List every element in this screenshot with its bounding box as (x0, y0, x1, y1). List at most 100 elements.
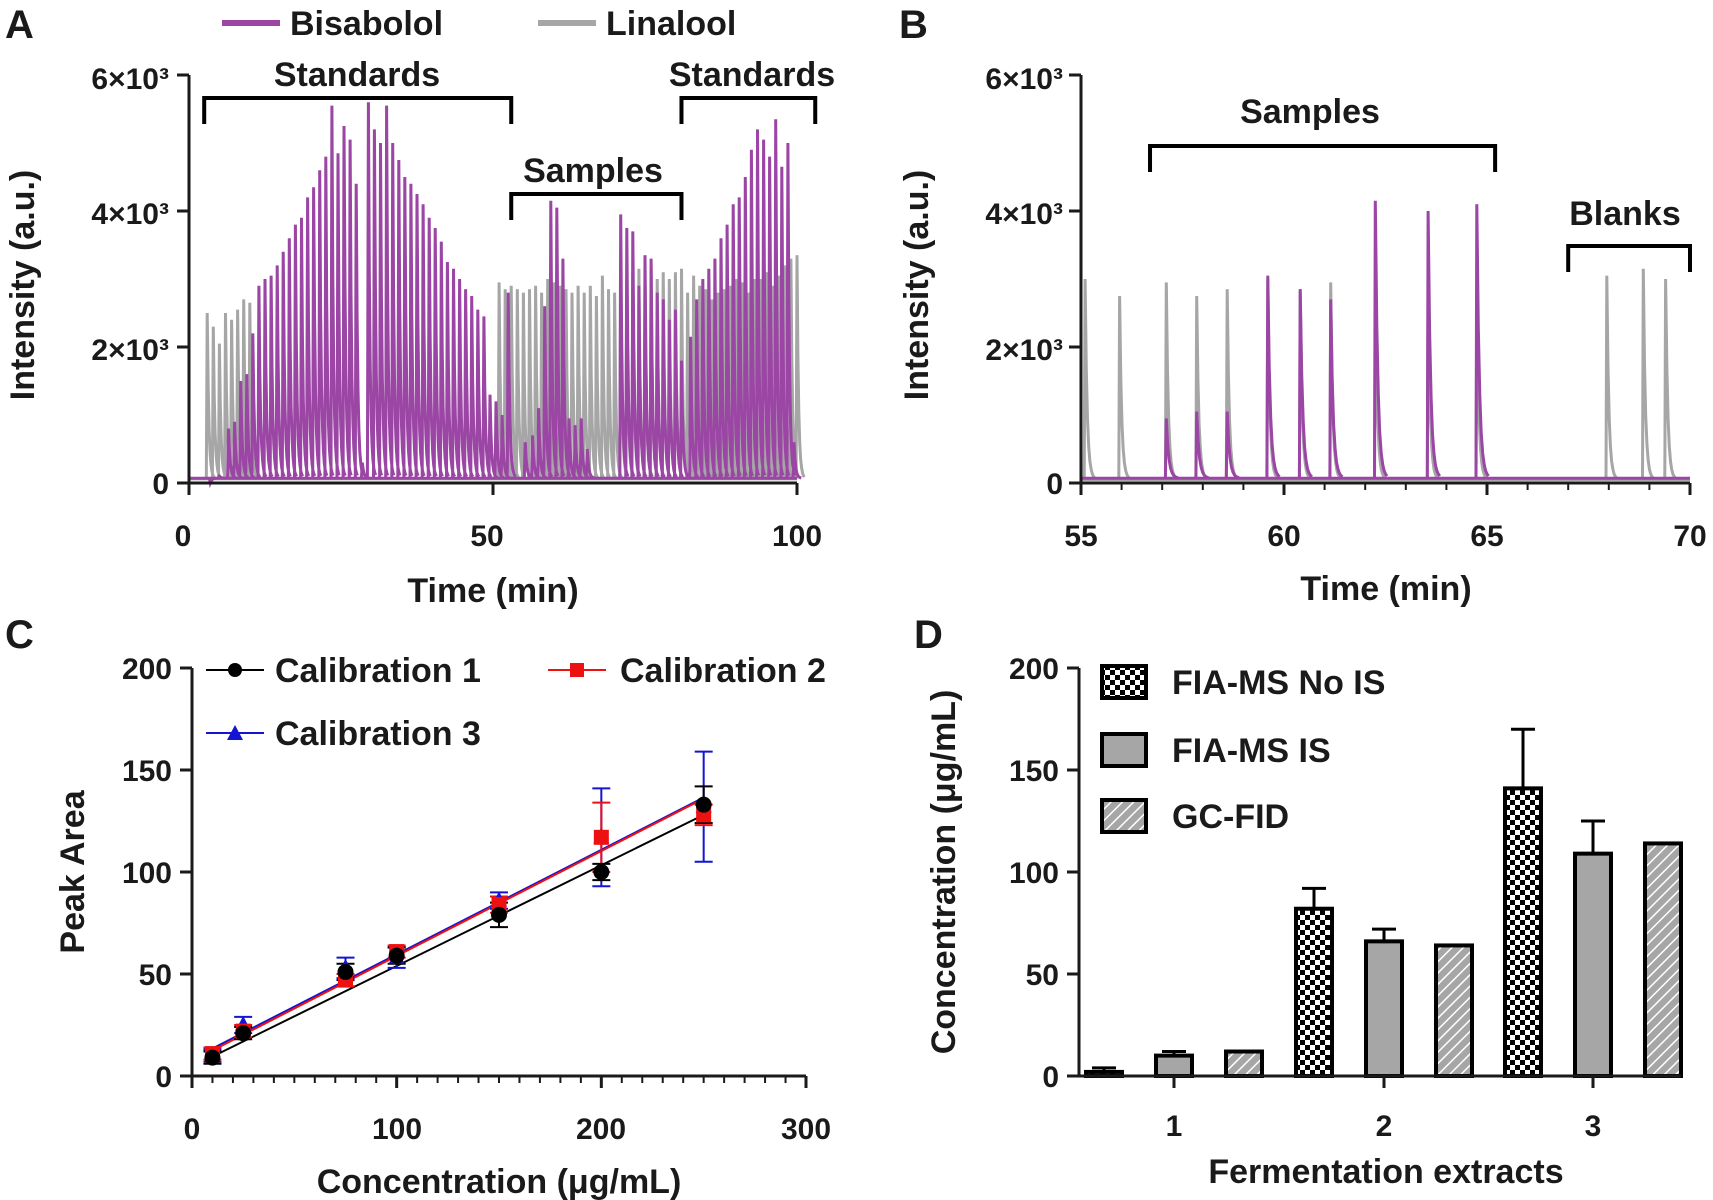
annotation-b-blanks: Blanks (1569, 195, 1681, 233)
bar-solid-2 (1364, 939, 1404, 1078)
ytick-a-0: 0 (152, 468, 169, 501)
ticks-d (1067, 666, 1595, 1088)
y-axis-label-d: Concentration (μg/mL) (925, 690, 963, 1055)
annotations-b (1148, 144, 1692, 272)
legend-swatch-gcfid (1100, 798, 1148, 834)
error-bar-d-2-0 (1511, 727, 1535, 789)
bracket-b-1 (1566, 244, 1692, 272)
legend-label-no-is: FIA-MS No IS (1172, 664, 1385, 702)
marker-cal1-5 (593, 864, 610, 880)
legend-label-is: FIA-MS IS (1172, 732, 1331, 770)
xtick-b-3: 70 (1673, 520, 1706, 553)
error-bar-d-1-1 (1372, 927, 1396, 942)
trace-linalool-b (1081, 268, 1690, 482)
bar-hatch-1 (1224, 1049, 1264, 1079)
bar-hatch-2 (1434, 943, 1474, 1078)
trace-bisabolol-a (189, 102, 802, 489)
ytick-d-1: 50 (1026, 959, 1059, 992)
xtick-b-2: 65 (1470, 520, 1503, 553)
bracket-a-2 (679, 96, 818, 124)
legend-label-bisabolol: Bisabolol (290, 5, 443, 43)
annotation-a-standards-2: Standards (669, 56, 835, 94)
ytick-a-1: 2×10³ (91, 334, 169, 367)
panel-label-a: A (5, 3, 34, 47)
xtick-c-2: 200 (576, 1113, 626, 1146)
ytick-a-3: 6×10³ (91, 63, 169, 96)
panel-label-b: B (899, 3, 928, 47)
error-bar-d-2-1 (1581, 819, 1605, 854)
marker-cal1-4 (491, 906, 507, 923)
x-axis-label-b: Time (min) (1300, 570, 1471, 608)
bars-d (1084, 727, 1683, 1079)
series-bisabolol-a (189, 102, 802, 489)
y-axis-label-b: Intensity (a.u.) (898, 170, 936, 400)
ytick-c-3: 150 (122, 755, 172, 788)
marker-cal2-5 (593, 829, 609, 845)
legend-marker-cal3 (227, 725, 243, 740)
xtick-a-0: 0 (175, 520, 192, 553)
xtick-d-2: 3 (1585, 1110, 1602, 1143)
markers-c (204, 796, 712, 1066)
marker-cal1-3 (388, 947, 405, 964)
ytick-c-4: 200 (122, 653, 172, 686)
marker-cal1-2 (337, 963, 354, 980)
ticks-b (1069, 73, 1692, 495)
panel-label-c: C (5, 613, 34, 657)
ytick-d-0: 0 (1042, 1061, 1059, 1094)
ytick-d-2: 100 (1009, 857, 1059, 890)
legend-a: Bisabolol Linalool (222, 5, 736, 43)
ytick-b-1: 2×10³ (985, 334, 1063, 367)
ytick-a-2: 4×10³ (91, 198, 169, 231)
fit-line-cal2 (212, 797, 705, 1052)
xtick-c-3: 300 (781, 1113, 831, 1146)
y-axis-label-c: Peak Area (54, 789, 92, 953)
annotation-a-samples: Samples (523, 152, 663, 190)
ytick-d-4: 200 (1009, 653, 1059, 686)
legend-swatch-is (1100, 732, 1148, 768)
bar-checker-2 (1294, 906, 1334, 1078)
marker-cal1-1 (235, 1025, 252, 1042)
trace-bisabolol-b (1081, 200, 1690, 480)
xtick-d-0: 1 (1166, 1110, 1183, 1143)
xtick-b-1: 60 (1267, 520, 1300, 553)
x-axis-label-d: Fermentation extracts (1208, 1153, 1563, 1191)
legend-c: Calibration 1 Calibration 2 Calibration … (206, 652, 826, 753)
fit-lines-c (212, 796, 705, 1058)
ytick-c-0: 0 (155, 1061, 172, 1094)
fit-line-cal3 (212, 796, 705, 1050)
annotations-a (202, 96, 818, 220)
xtick-c-0: 0 (184, 1113, 201, 1146)
x-axis-label-c: Concentration (μg/mL) (317, 1163, 682, 1200)
bar-checker-3 (1503, 786, 1543, 1078)
annotation-a-standards-1: Standards (274, 56, 440, 94)
legend-swatch-no-is (1100, 664, 1148, 700)
panel-b: B 0 2×10³ 4×10³ 6×10³ 55 60 65 70 Time (… (898, 3, 1707, 608)
bracket-a-0 (202, 96, 514, 124)
marker-cal1-0 (204, 1049, 221, 1066)
error-bar-d-1-0 (1302, 886, 1326, 909)
ytick-b-2: 4×10³ (985, 198, 1063, 231)
x-axis-label-a: Time (min) (407, 572, 578, 610)
series-bisabolol-b (1081, 200, 1690, 480)
legend-marker-cal2 (570, 663, 584, 677)
xtick-c-1: 100 (372, 1113, 422, 1146)
xtick-a-2: 100 (772, 520, 822, 553)
ytick-d-3: 150 (1009, 755, 1059, 788)
legend-marker-cal1 (228, 663, 242, 677)
legend-d: FIA-MS No IS FIA-MS IS GC-FID (1100, 664, 1385, 836)
xtick-b-0: 55 (1064, 520, 1097, 553)
panel-d: D FIA-MS No IS FIA-MS IS GC-FID 0 50 100… (914, 613, 1683, 1191)
bar-solid-3 (1573, 851, 1613, 1079)
ytick-b-0: 0 (1046, 468, 1063, 501)
legend-label-cal3: Calibration 3 (275, 715, 481, 753)
panel-label-d: D (914, 613, 943, 657)
series-linalool-b (1081, 268, 1690, 482)
xtick-d-1: 2 (1376, 1110, 1393, 1143)
panel-a: A Bisabolol Linalool 0 2×10³ 4×10³ 6×10³… (4, 3, 835, 610)
annotation-b-samples: Samples (1240, 93, 1380, 131)
fit-line-cal1 (212, 813, 705, 1058)
ticks-a (177, 73, 799, 495)
legend-label-gcfid: GC-FID (1172, 798, 1289, 836)
panel-c: C Calibration 1 Calibration 2 Calibratio… (5, 613, 831, 1200)
